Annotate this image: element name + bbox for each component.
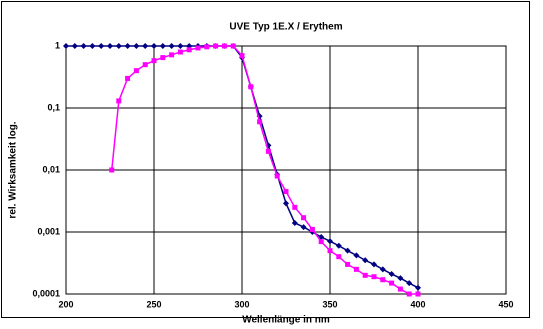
- marker: [142, 62, 148, 68]
- marker: [344, 247, 351, 254]
- marker: [318, 239, 324, 245]
- marker: [415, 291, 421, 297]
- marker: [336, 254, 342, 260]
- marker: [415, 284, 421, 291]
- x-tick-label: 300: [234, 299, 249, 309]
- marker: [397, 275, 404, 282]
- marker: [300, 224, 307, 231]
- marker: [274, 173, 280, 179]
- marker: [353, 266, 359, 272]
- y-tick-label: 0,01: [42, 164, 60, 174]
- marker: [371, 274, 377, 280]
- marker: [283, 189, 289, 195]
- y-tick-label: 0,0001: [32, 288, 60, 298]
- marker: [169, 52, 175, 58]
- marker: [248, 84, 254, 90]
- marker: [71, 43, 78, 49]
- marker: [125, 75, 131, 81]
- marker: [257, 119, 263, 125]
- marker: [133, 43, 140, 49]
- marker: [239, 53, 245, 59]
- y-tick-label: 0,1: [47, 102, 60, 112]
- marker: [327, 248, 333, 254]
- marker: [362, 272, 368, 278]
- marker: [283, 200, 289, 207]
- x-axis-label: Wellenlänge in nm: [242, 315, 330, 326]
- marker: [389, 280, 395, 286]
- marker: [89, 43, 96, 49]
- marker: [309, 226, 315, 232]
- marker: [133, 68, 139, 74]
- marker: [406, 280, 413, 287]
- marker: [186, 47, 192, 53]
- marker: [63, 43, 69, 49]
- marker: [168, 43, 175, 49]
- marker: [151, 58, 157, 64]
- marker: [291, 219, 298, 226]
- marker: [388, 271, 395, 278]
- x-tick-label: 250: [146, 299, 161, 309]
- marker: [124, 43, 131, 49]
- x-tick-label: 200: [58, 299, 73, 309]
- marker: [160, 55, 166, 61]
- marker: [345, 261, 351, 267]
- marker: [98, 43, 105, 49]
- marker: [177, 43, 184, 49]
- marker: [406, 291, 412, 297]
- marker: [151, 43, 157, 49]
- x-tick-label: 400: [410, 299, 425, 309]
- marker: [230, 43, 236, 49]
- marker: [335, 242, 342, 249]
- marker: [221, 43, 227, 49]
- x-tick-label: 450: [498, 299, 513, 309]
- marker: [362, 257, 369, 264]
- x-tick-label: 350: [322, 299, 337, 309]
- marker: [292, 204, 298, 210]
- marker: [327, 238, 333, 245]
- marker: [116, 98, 122, 104]
- marker: [109, 167, 115, 173]
- marker: [107, 43, 113, 49]
- marker: [115, 43, 122, 49]
- marker: [301, 215, 307, 221]
- marker: [142, 43, 149, 49]
- marker: [371, 261, 377, 268]
- marker: [379, 266, 386, 273]
- marker: [177, 49, 183, 55]
- y-axis-label: rel. Wirksamkeit log.: [8, 121, 19, 218]
- y-tick-label: 0,001: [37, 226, 60, 236]
- y-tick-label: 1: [55, 40, 60, 50]
- marker: [159, 43, 166, 49]
- marker: [80, 43, 87, 49]
- marker: [380, 277, 386, 283]
- marker: [265, 148, 271, 154]
- marker: [213, 43, 219, 49]
- marker: [353, 252, 360, 259]
- marker: [397, 286, 403, 292]
- marker: [195, 45, 201, 51]
- marker: [204, 44, 210, 50]
- chart-title: UVE Typ 1E.X / Erythem: [229, 22, 342, 33]
